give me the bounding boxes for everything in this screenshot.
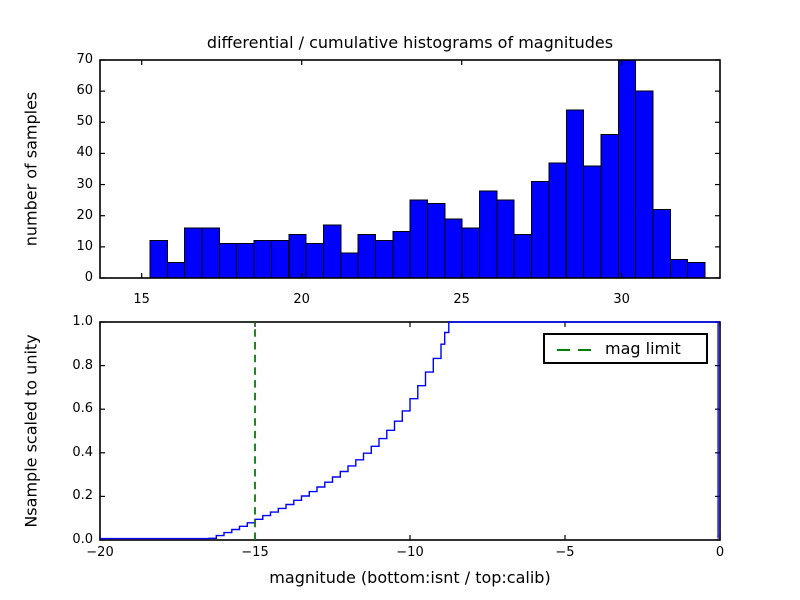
bottom-y-tick-label: 0.6 [38,401,93,417]
histogram-bar [428,203,445,278]
histogram-bar [497,200,514,278]
histogram-bar [445,219,462,278]
bottom-x-tick-label: 0 [716,545,724,561]
top-y-tick-label: 20 [38,208,93,224]
histogram-bar [584,166,601,278]
histogram-bar [167,262,184,278]
bottom-x-tick-label: −5 [555,545,574,561]
histogram-bar [202,228,219,278]
bottom-y-tick-label: 0.2 [38,488,93,504]
x-axis-label: magnitude (bottom:isnt / top:calib) [100,568,720,587]
top-x-tick-label: 15 [133,292,150,308]
histogram-bar [636,91,653,278]
legend: mag limit [543,333,708,364]
bottom-x-tick-label: −15 [241,545,268,561]
histogram-bar [462,228,479,278]
top-y-tick-label: 10 [38,239,93,255]
top-y-tick-label: 60 [38,83,93,99]
bottom-x-tick-label: −10 [396,545,423,561]
bottom-y-tick-label: 0.4 [38,445,93,461]
histogram-bar [480,191,497,278]
mag-limit-legend-line [557,348,593,352]
histogram-bar [376,241,393,278]
top-x-tick-label: 30 [613,292,630,308]
histogram-bar [306,244,323,278]
top-x-tick-label: 25 [453,292,470,308]
histogram-bar [670,259,687,278]
top-y-tick-label: 40 [38,145,93,161]
top-y-tick-label: 30 [38,177,93,193]
histogram-bar [271,241,288,278]
histogram-bar [324,225,341,278]
histogram-bar [549,163,566,278]
histogram-bar [185,228,202,278]
histogram-bar [341,253,358,278]
figure: differential / cumulative histograms of … [0,0,800,600]
top-y-tick-label: 0 [38,270,93,286]
histogram-bar [358,234,375,278]
histogram-bar [237,244,254,278]
bottom-y-tick-label: 1.0 [38,314,93,330]
bottom-y-tick-label: 0.8 [38,358,93,374]
histogram-bar [219,244,236,278]
histogram-bar [289,234,306,278]
histogram-bar [393,231,410,278]
legend-label: mag limit [605,335,681,362]
histogram-bar [410,200,427,278]
histogram-bar [150,241,167,278]
histogram-bar [618,60,635,278]
histogram-bar [566,110,583,278]
top-y-tick-label: 50 [38,114,93,130]
histogram-bar [688,262,705,278]
histogram-bar [254,241,271,278]
histogram-bar [653,210,670,279]
histogram-bar [514,234,531,278]
histogram-bar [532,182,549,279]
bottom-y-tick-label: 0.0 [38,532,93,548]
top-y-tick-label: 70 [38,52,93,68]
chart-title: differential / cumulative histograms of … [100,33,720,52]
top-x-tick-label: 20 [293,292,310,308]
plot-canvas [0,0,800,600]
histogram-bars [150,60,705,278]
histogram-bar [601,135,618,278]
